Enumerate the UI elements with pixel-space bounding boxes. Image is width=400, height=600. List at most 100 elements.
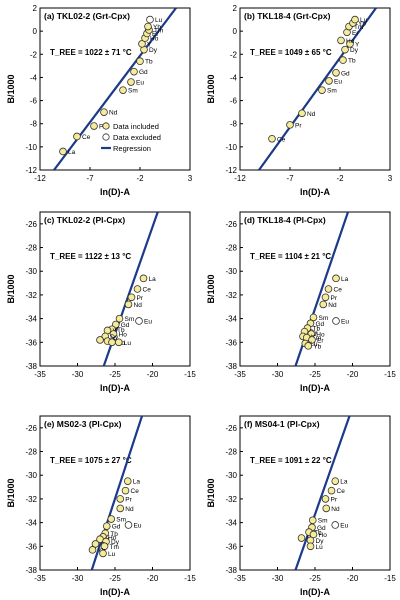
data-point-included [109, 330, 118, 338]
y-tick-label: -32 [25, 291, 37, 300]
data-point-included [337, 36, 345, 45]
data-point-excluded [135, 317, 143, 325]
chart-panel-3: -35 -30 -25 -20 -15 -26 -28 -30 -32 -34 -36 -38 ln(D… [206, 211, 396, 393]
data-point-included [325, 77, 333, 85]
regression-line [53, 8, 177, 170]
point-label: Ce [337, 488, 346, 495]
legend-included: Data included [113, 122, 159, 131]
x-tick-label: -35 [34, 370, 46, 379]
y-axis-label: B/1000 [6, 478, 16, 507]
data-point-included [321, 293, 330, 302]
point-label: Gd [121, 322, 130, 329]
data-point-excluded [124, 521, 133, 529]
data-point-included [298, 109, 306, 118]
data-point-included [116, 504, 125, 513]
data-point-included [331, 477, 340, 485]
data-point-included [346, 40, 354, 48]
point-label: Er [317, 337, 324, 344]
y-tick-label: -28 [225, 448, 237, 457]
point-label: Ho [108, 534, 117, 541]
data-point-included [286, 121, 294, 129]
point-label: Gd [316, 321, 325, 328]
y-tick-label: -26 [25, 220, 37, 229]
x-tick-label: -25 [309, 370, 321, 379]
point-label: Yb [358, 21, 366, 28]
y-tick-label: -8 [30, 120, 38, 129]
point-label: Gd [139, 69, 148, 76]
data-point-included [59, 147, 67, 156]
x-axis-label: ln(D)-A [300, 587, 330, 597]
data-point-included [309, 530, 318, 539]
legend-included-marker [102, 122, 110, 130]
y-tick-label: -12 [25, 166, 37, 175]
data-point-included [332, 69, 340, 77]
x-tick-label: -7 [86, 174, 94, 183]
y-tick-label: -6 [230, 97, 238, 106]
y-tick-label: -34 [25, 519, 37, 528]
point-label: Tb [348, 58, 356, 65]
x-axis-label: ln(D)-A [100, 383, 130, 393]
x-tick-label: -25 [309, 574, 321, 583]
y-tick-label: -38 [25, 362, 37, 371]
x-tick-label: -7 [286, 174, 294, 183]
y-tick-label: -30 [225, 471, 237, 480]
legend-regression: Regression [113, 144, 151, 153]
chart-panel-1: -12 -7 -2 3 2 0 -2 -4 -6 -8 -10 -12 ln(D)-A B/1000 (b)… [206, 4, 393, 197]
chart-panel-5: -35 -30 -25 -20 -15 -26 -28 -30 -32 -34 -36 -38 ln(D… [206, 415, 396, 597]
y-axis-label: B/1000 [206, 478, 216, 507]
point-label: Ho [119, 332, 128, 339]
y-tick-label: -34 [225, 315, 237, 324]
point-label: Ce [82, 134, 91, 141]
data-point-included [309, 313, 318, 322]
point-label: La [341, 276, 349, 283]
x-tick-label: -20 [347, 574, 359, 583]
point-label: Sm [116, 517, 126, 524]
x-tick-label: -15 [184, 370, 196, 379]
point-label: Eu [341, 318, 349, 325]
point-label: Sm [125, 316, 135, 323]
data-point-included [321, 495, 330, 503]
data-point-included [139, 274, 148, 283]
y-tick-label: -10 [225, 143, 237, 152]
point-label: Nd [134, 302, 143, 309]
x-tick-label: -15 [384, 574, 396, 583]
y-tick-label: -34 [225, 519, 237, 528]
temperature-label: T_REE = 1075 ± 27 °C [50, 456, 132, 465]
y-tick-label: -36 [225, 338, 237, 347]
data-point-included [322, 504, 331, 513]
y-tick-label: -32 [225, 495, 237, 504]
point-label: Sm [327, 88, 337, 95]
data-point-included [114, 338, 123, 347]
point-label: Sm [319, 315, 329, 322]
data-point-included [102, 522, 111, 530]
point-label: Dy [110, 334, 119, 341]
point-label: La [133, 479, 141, 486]
x-tick-label: -20 [147, 370, 159, 379]
panel-title: (b) TKL18-4 (Grt-Cpx) [244, 11, 331, 21]
point-label: Dy [350, 47, 359, 54]
data-point-included [306, 542, 315, 551]
x-tick-label: -30 [72, 370, 84, 379]
y-tick-label: -10 [25, 143, 37, 152]
y-tick-label: -36 [25, 542, 37, 551]
data-point-included [127, 293, 136, 302]
x-tick-label: -15 [184, 574, 196, 583]
point-label: Sm [318, 518, 328, 525]
point-label: Sm [128, 88, 138, 95]
point-label: Dy [111, 539, 120, 546]
y-tick-label: -38 [25, 566, 37, 575]
point-label: Gd [112, 524, 121, 531]
data-point-included [100, 108, 108, 116]
x-tick-label: -35 [234, 370, 246, 379]
data-point-included [136, 57, 144, 66]
data-point-included [91, 540, 100, 548]
point-label: Eu [334, 78, 342, 85]
y-axis-label: B/1000 [6, 74, 16, 103]
point-label: Pr [331, 295, 338, 302]
x-tick-label: -20 [347, 370, 359, 379]
y-tick-label: -30 [25, 471, 37, 480]
x-tick-label: 3 [388, 174, 393, 183]
point-label: Ce [334, 287, 343, 294]
y-tick-label: 2 [33, 4, 38, 13]
